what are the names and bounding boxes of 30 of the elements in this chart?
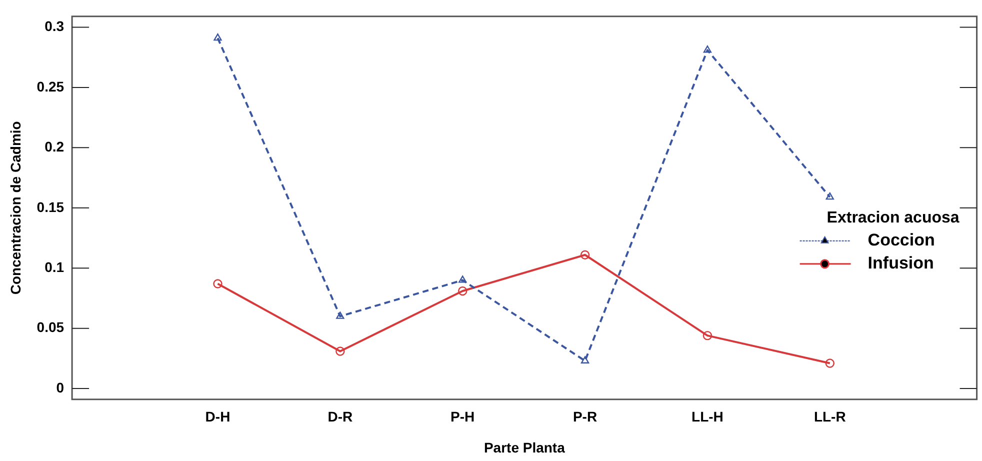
y-tick-label: 0.3 xyxy=(44,18,64,34)
y-axis-title: Concentracion de Cadmio xyxy=(7,121,24,295)
point xyxy=(213,279,222,288)
point xyxy=(703,46,712,53)
point xyxy=(702,330,712,340)
point xyxy=(825,358,834,368)
y-tick-label: 0.1 xyxy=(44,258,64,275)
point xyxy=(826,192,834,200)
point xyxy=(458,276,467,283)
legend-label: Coccion xyxy=(868,230,935,250)
point xyxy=(336,346,345,356)
x-tick-label: P-H xyxy=(450,408,475,425)
point xyxy=(336,312,344,319)
point xyxy=(580,250,590,260)
x-tick-label: D-H xyxy=(205,408,230,425)
legend-title: Extracion acuosa xyxy=(826,209,960,226)
y-tick-label: 0.15 xyxy=(36,198,64,215)
x-tick-label: LL-H xyxy=(692,408,724,425)
y-tick-label: 0.05 xyxy=(36,319,64,336)
x-tick-label: D-R xyxy=(328,408,353,425)
x-tick-label: P-R xyxy=(572,408,598,425)
y-tick-label: 0.25 xyxy=(36,78,64,94)
point xyxy=(580,356,590,364)
y-tick-label: 0.2 xyxy=(44,138,64,155)
point xyxy=(458,286,468,296)
legend-label: Infusion xyxy=(868,254,934,273)
point xyxy=(214,33,222,41)
y-tick-label: 0 xyxy=(56,379,64,396)
x-axis-title: Parte Planta xyxy=(484,439,566,456)
x-tick-label: LL-R xyxy=(814,408,846,425)
